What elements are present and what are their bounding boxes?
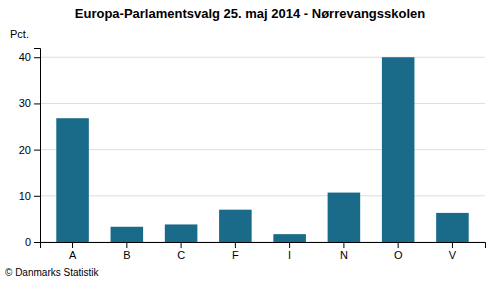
bar [328, 193, 361, 242]
y-tick: 40 [19, 51, 40, 63]
bar [165, 224, 198, 242]
bars [56, 57, 468, 242]
x-tick-mark [72, 242, 73, 248]
x-tick-mark [452, 242, 453, 248]
y-tick: 30 [19, 97, 40, 109]
x-tick-label: V [449, 249, 457, 261]
x-tick: O [394, 242, 403, 261]
y-tick-mark [34, 150, 40, 151]
x-tick-mark [181, 242, 182, 248]
x-tick-label: B [123, 249, 130, 261]
grid-line [40, 103, 485, 104]
x-tick: A [69, 242, 77, 261]
x-axis: ABCFINOV [41, 242, 486, 261]
y-tick-mark [34, 242, 40, 243]
grid [40, 57, 485, 242]
x-tick-mark [398, 242, 399, 248]
x-tick-mark [235, 242, 236, 248]
y-tick: 20 [19, 144, 40, 156]
x-tick-mark [343, 242, 344, 248]
x-tick: I [288, 242, 291, 261]
bar [436, 213, 469, 242]
chart-container: Europa-Parlamentsvalg 25. maj 2014 - Nør… [0, 0, 500, 282]
y-tick: 10 [19, 190, 40, 202]
x-tick: V [449, 242, 457, 261]
grid-line [40, 57, 485, 58]
y-tick-label: 30 [19, 97, 31, 109]
grid-line [40, 149, 485, 150]
title: Europa-Parlamentsvalg 25. maj 2014 - Nør… [75, 6, 425, 21]
bar [382, 57, 415, 242]
x-tick-label: I [288, 249, 291, 261]
bar [219, 210, 252, 242]
y-tick-mark [34, 196, 40, 197]
x-axis-line [41, 243, 486, 249]
y-tick-label: 10 [19, 190, 31, 202]
bar [273, 234, 306, 242]
x-tick-label: C [177, 249, 185, 261]
y-tick-mark [34, 103, 40, 104]
bar [56, 118, 89, 242]
y-axis-line [34, 49, 41, 243]
x-tick: N [340, 242, 348, 261]
x-tick-label: O [394, 249, 403, 261]
x-tick-label: F [232, 249, 239, 261]
y-tick: 0 [25, 236, 40, 248]
bar [111, 227, 144, 242]
x-tick-mark [126, 242, 127, 248]
footer-text: © Danmarks Statistik [5, 267, 100, 278]
y-tick-label: 40 [19, 51, 31, 63]
x-tick-mark [289, 242, 290, 248]
y-tick-label: 20 [19, 144, 31, 156]
x-tick: C [177, 242, 185, 261]
x-tick: B [123, 242, 130, 261]
x-tick: F [232, 242, 239, 261]
y-tick-mark [34, 57, 40, 58]
x-tick-label: N [340, 249, 348, 261]
chart-svg: Europa-Parlamentsvalg 25. maj 2014 - Nør… [0, 0, 500, 282]
plot-area: A B C F I N O V 0 10 20 30 40 [19, 49, 486, 261]
y-axis: 0 10 20 30 40 [19, 49, 41, 249]
x-tick-label: A [69, 249, 77, 261]
grid-line [40, 195, 485, 196]
y-tick-label: 0 [25, 236, 31, 248]
y-axis-label: Pct. [10, 28, 29, 40]
